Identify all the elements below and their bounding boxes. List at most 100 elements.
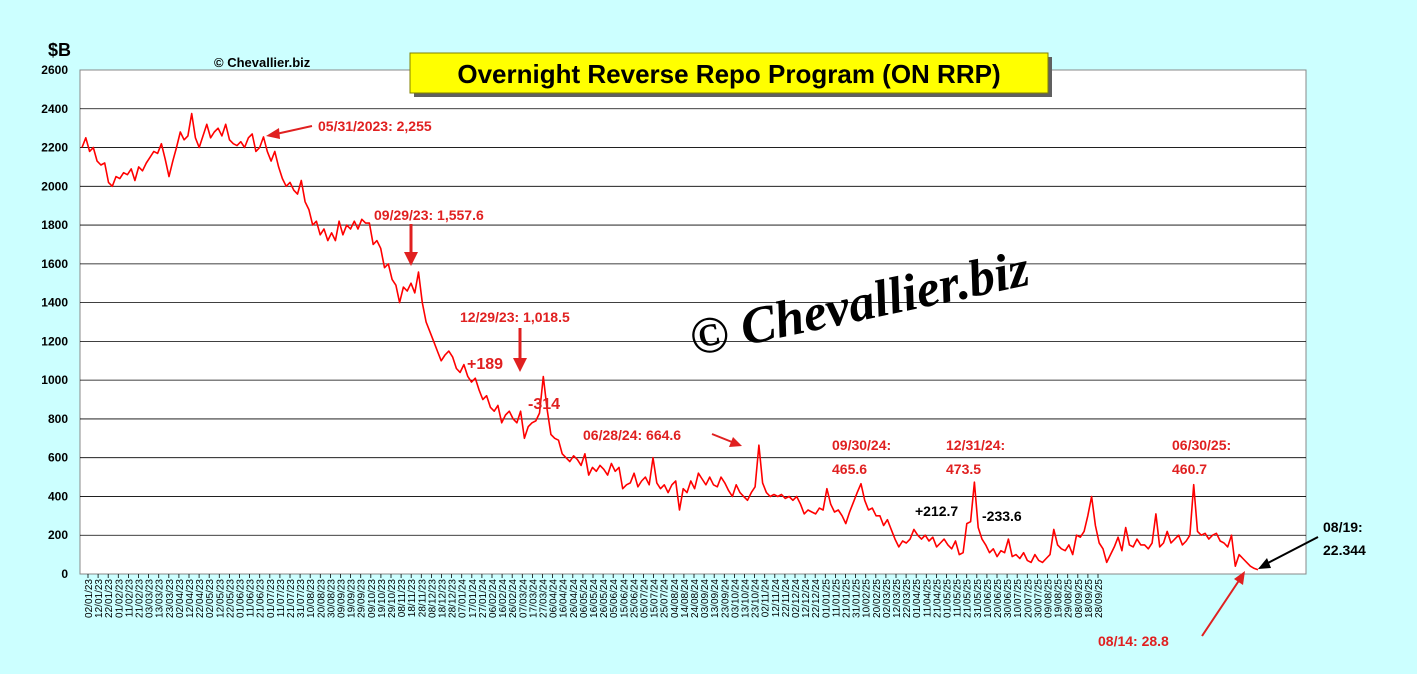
y-tick-label: 0 <box>61 567 68 581</box>
x-tick-label: 26/02/24 <box>508 579 519 618</box>
x-tick-label: 05/07/24 <box>640 579 651 618</box>
y-tick-label: 200 <box>48 528 68 542</box>
x-tick-label: 21/01/25 <box>842 579 853 618</box>
x-tick-label: 17/03/24 <box>528 579 539 618</box>
arrow-peak-2023 <box>266 125 313 139</box>
x-tick-label: 07/01/24 <box>458 579 469 618</box>
x-tick-label: 27/03/24 <box>539 579 550 618</box>
y-axis-ticks: 0 200 400 600 800 1000 1200 1400 1600 1800 2000 220… <box>41 63 68 581</box>
x-tick-label: 16/05/24 <box>589 579 600 618</box>
x-axis-ticks: 02/01/23 12/01/23 22/01/23 01/02/23 11/02/23… <box>84 574 1105 618</box>
annotation-dec-2024-value: 473.5 <box>946 461 981 477</box>
x-tick-label: 13/03/23 <box>155 579 166 618</box>
x-tick-label: 31/01/25 <box>852 579 863 618</box>
x-tick-label: 11/04/25 <box>922 579 933 618</box>
annotation-minus-233: -233.6 <box>982 508 1022 524</box>
arrow-sep-2023 <box>404 224 418 266</box>
x-tick-label: 31/05/25 <box>973 579 984 618</box>
x-tick-label: 12/03/25 <box>892 579 903 618</box>
x-tick-label: 09/09/23 <box>337 579 348 618</box>
copyright-label: © Chevallier.biz <box>214 55 311 70</box>
x-tick-label: 08/12/23 <box>427 579 438 618</box>
x-tick-label: 30/07/25 <box>1033 579 1044 618</box>
x-tick-label: 12/01/23 <box>94 579 105 618</box>
chart-title: Overnight Reverse Repo Program (ON RRP) <box>457 59 1000 89</box>
x-tick-label: 11/01/25 <box>831 579 842 618</box>
x-tick-label: 26/04/24 <box>569 579 580 618</box>
title-box: Overnight Reverse Repo Program (ON RRP) <box>409 52 1052 97</box>
y-tick-label: 2000 <box>41 179 68 193</box>
x-tick-label: 23/10/24 <box>751 579 762 618</box>
x-tick-label: 12/12/24 <box>801 579 812 618</box>
annotation-arrows <box>266 125 1319 637</box>
x-tick-label: 19/09/23 <box>347 579 358 618</box>
x-tick-label: 24/08/24 <box>690 579 701 618</box>
x-tick-label: 08/09/25 <box>1074 579 1085 618</box>
x-tick-label: 22/04/23 <box>195 579 206 618</box>
x-tick-label: 13/10/24 <box>741 579 752 618</box>
x-tick-label: 29/08/25 <box>1064 579 1075 618</box>
y-tick-label: 1000 <box>41 373 68 387</box>
x-tick-label: 20/02/25 <box>872 579 883 618</box>
x-tick-label: 02/04/23 <box>175 579 186 618</box>
annotation-peak-2023: 05/31/2023: 2,255 <box>318 118 432 134</box>
annotation-dec-2023: 12/29/23: 1,018.5 <box>460 309 570 325</box>
x-tick-label: 02/05/23 <box>205 579 216 618</box>
x-tick-label: 31/07/23 <box>296 579 307 618</box>
x-tick-label: 29/10/23 <box>387 579 398 618</box>
x-tick-label: 20/07/25 <box>1023 579 1034 618</box>
x-tick-label: 21/04/25 <box>932 579 943 618</box>
y-tick-label: 1600 <box>41 257 68 271</box>
x-tick-label: 04/08/24 <box>670 579 681 618</box>
annotation-jun-2025-date: 06/30/25: <box>1172 437 1231 453</box>
y-tick-label: 1200 <box>41 334 68 348</box>
x-tick-label: 23/03/23 <box>165 579 176 618</box>
x-tick-label: 06/05/24 <box>579 579 590 618</box>
x-tick-label: 11/07/23 <box>276 579 287 618</box>
annotation-aug19-value: 22.344 <box>1323 542 1366 558</box>
x-tick-label: 19/10/23 <box>377 579 388 618</box>
annotation-sep-2024-value: 465.6 <box>832 461 867 477</box>
x-tick-label: 18/09/25 <box>1084 579 1095 618</box>
x-tick-label: 20/08/23 <box>316 579 327 618</box>
y-axis-label: $B <box>48 40 71 60</box>
arrow-aug14 <box>1201 571 1245 637</box>
x-tick-label: 30/08/23 <box>326 579 337 618</box>
x-tick-label: 26/05/24 <box>599 579 610 618</box>
x-tick-label: 18/12/23 <box>438 579 449 618</box>
x-tick-label: 02/03/25 <box>882 579 893 618</box>
annotation-plus-189: +189 <box>467 356 503 373</box>
x-tick-label: 12/05/23 <box>215 579 226 618</box>
x-tick-label: 02/11/24 <box>761 579 772 618</box>
y-tick-label: 400 <box>48 489 68 503</box>
x-tick-label: 05/06/24 <box>609 579 620 618</box>
x-tick-label: 28/09/25 <box>1094 579 1105 618</box>
arrow-dec-2023 <box>513 328 527 372</box>
x-tick-label: 11/05/25 <box>953 579 964 618</box>
x-tick-label: 03/10/24 <box>730 579 741 618</box>
x-tick-label: 12/11/24 <box>771 579 782 618</box>
x-tick-label: 16/04/24 <box>559 579 570 618</box>
annotation-aug14: 08/14: 28.8 <box>1098 633 1169 649</box>
x-tick-label: 06/04/24 <box>549 579 560 618</box>
x-tick-label: 07/03/24 <box>518 579 529 618</box>
x-tick-label: 10/08/23 <box>306 579 317 618</box>
x-tick-label: 21/05/25 <box>963 579 974 618</box>
y-tick-label: 2200 <box>41 141 68 155</box>
x-tick-label: 22/03/25 <box>902 579 913 618</box>
arrow-jun-2024 <box>711 433 742 447</box>
x-tick-label: 03/03/23 <box>145 579 156 618</box>
x-tick-label: 01/01/25 <box>821 579 832 618</box>
annotation-plus-212: +212.7 <box>915 503 958 519</box>
x-tick-label: 01/04/25 <box>912 579 923 618</box>
annotation-sep-2023: 09/29/23: 1,557.6 <box>374 207 484 223</box>
x-tick-label: 21/07/23 <box>286 579 297 618</box>
x-tick-label: 10/06/25 <box>983 579 994 618</box>
x-tick-label: 28/12/23 <box>448 579 459 618</box>
x-tick-label: 11/02/23 <box>124 579 135 618</box>
x-tick-label: 22/11/24 <box>781 579 792 618</box>
x-tick-label: 15/07/24 <box>650 579 661 618</box>
x-tick-label: 25/07/24 <box>660 579 671 618</box>
annotation-jun-2024: 06/28/24: 664.6 <box>583 427 681 443</box>
